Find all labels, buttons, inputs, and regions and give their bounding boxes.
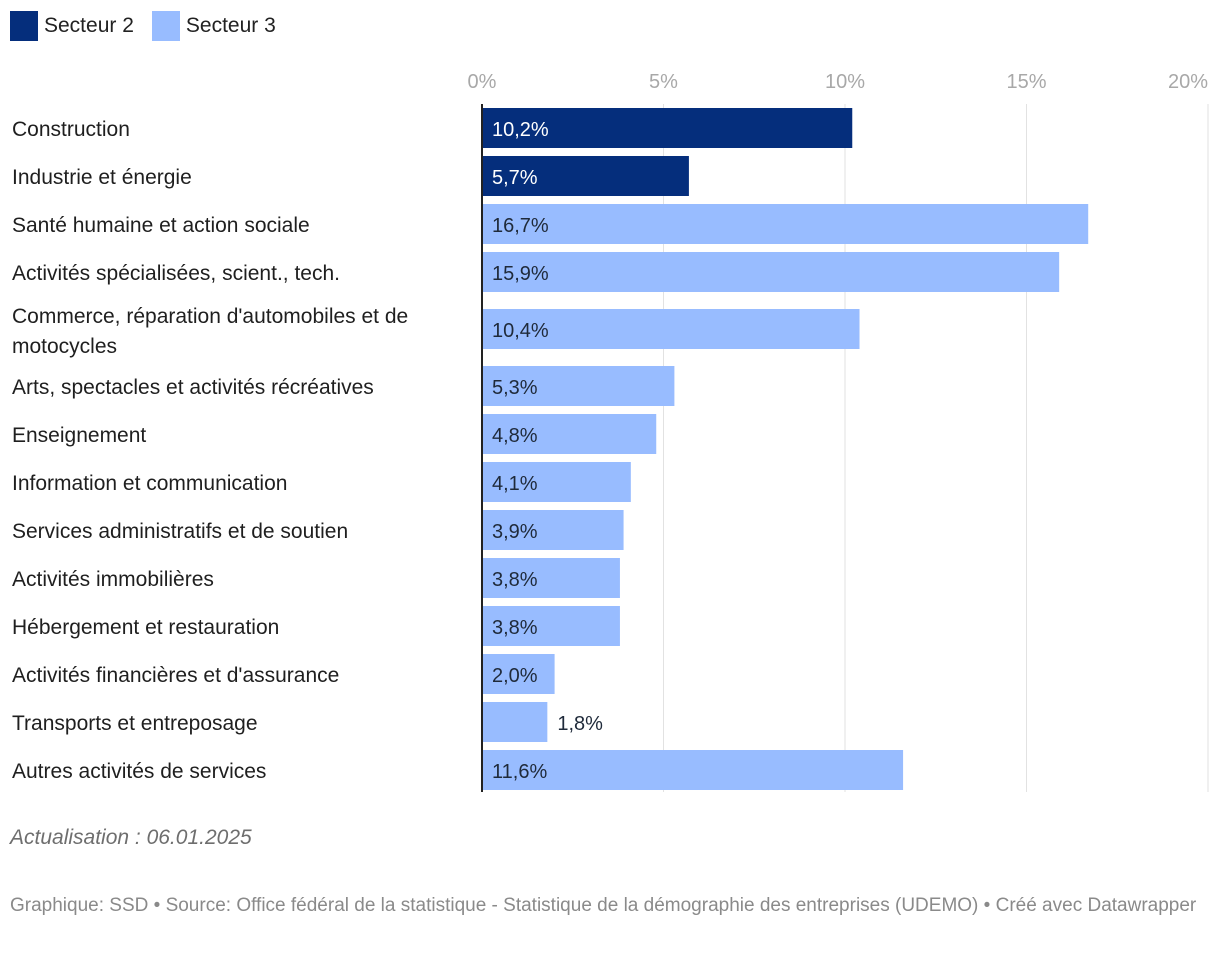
data-label: 1,8% [557, 713, 603, 735]
data-label: 15,9% [492, 263, 549, 285]
legend-label-secteur-3: Secteur 3 [185, 14, 276, 37]
bar [482, 108, 853, 148]
bar [482, 654, 555, 694]
data-label: 10,2% [492, 119, 549, 141]
category-label: Hébergement et restauration [12, 616, 279, 639]
bar [482, 252, 1060, 292]
bar [482, 414, 657, 454]
data-label: 11,6% [492, 761, 547, 783]
bar [482, 462, 631, 502]
category-label: Activités spécialisées, scient., tech. [12, 262, 340, 285]
category-label: Construction [12, 118, 130, 141]
category-label: Commerce, réparation d'automobiles et de [12, 305, 408, 328]
category-label: Services administratifs et de soutien [12, 520, 348, 543]
data-label: 5,7% [492, 167, 538, 189]
source-note: Graphique: SSD • Source: Office fédéral … [10, 895, 1197, 916]
x-tick-label: 15% [1006, 71, 1046, 93]
data-label: 10,4% [492, 320, 549, 342]
category-label: Enseignement [12, 424, 146, 447]
bar [482, 510, 624, 550]
bar [482, 366, 675, 406]
bar [482, 309, 860, 349]
data-label: 3,8% [492, 569, 538, 591]
legend-swatch-secteur-2 [10, 11, 38, 41]
category-label: Industrie et énergie [12, 166, 192, 189]
data-label: 2,0% [492, 665, 538, 687]
bar [482, 558, 620, 598]
category-label: Activités financières et d'assurance [12, 664, 339, 687]
x-tick-label: 20% [1168, 71, 1208, 93]
legend-label-secteur-2: Secteur 2 [44, 14, 134, 37]
data-label: 3,8% [492, 617, 538, 639]
category-label: Activités immobilières [12, 568, 214, 591]
category-label: Transports et entreposage [12, 712, 258, 735]
bar [482, 156, 689, 196]
category-label: Arts, spectacles et activités récréative… [12, 376, 374, 399]
legend: Secteur 2 Secteur 3 [10, 10, 276, 42]
legend-item-secteur-3[interactable]: Secteur 3 [151, 11, 276, 41]
data-label: 5,3% [492, 377, 538, 399]
category-label: Information et communication [12, 472, 287, 495]
data-label: 16,7% [492, 215, 549, 237]
bar [482, 606, 620, 646]
x-tick-label: 0% [468, 71, 497, 93]
data-label: 4,8% [492, 425, 538, 447]
bar [482, 702, 548, 742]
category-label: motocycles [12, 335, 117, 358]
bar [482, 204, 1089, 244]
data-label: 4,1% [492, 473, 538, 495]
update-note: Actualisation : 06.01.2025 [10, 826, 252, 849]
bar [482, 750, 904, 790]
legend-swatch-secteur-3 [151, 11, 180, 41]
bar-chart: 0% 5% 10% 15% 20% Construction 10,2% Industrie … [12, 71, 1209, 792]
legend-item-secteur-2[interactable]: Secteur 2 [10, 11, 134, 41]
category-label: Santé humaine et action sociale [12, 214, 310, 237]
x-tick-label: 5% [649, 71, 678, 93]
x-tick-label: 10% [825, 71, 865, 93]
category-label: Autres activités de services [12, 760, 266, 783]
data-label: 3,9% [492, 521, 538, 543]
